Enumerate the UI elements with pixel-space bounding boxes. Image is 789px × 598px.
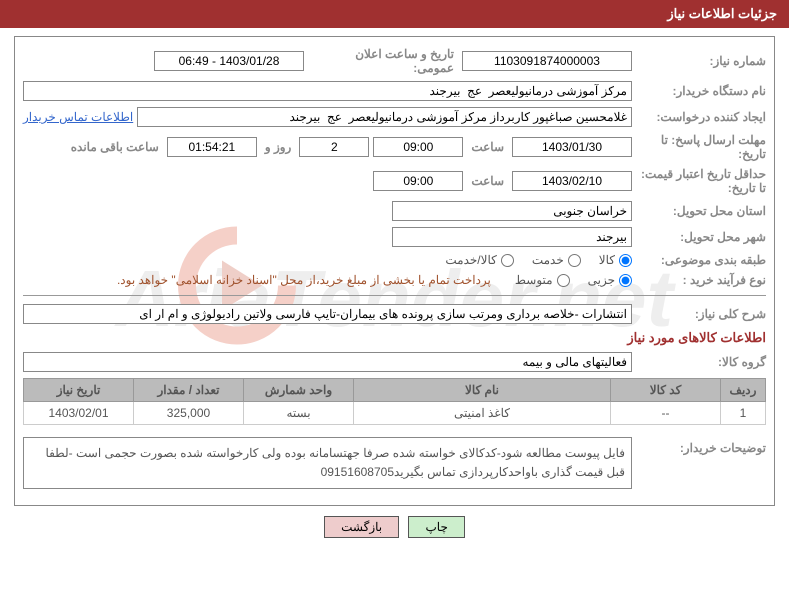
items-table: ردیف کد کالا نام کالا واحد شمارش تعداد /… bbox=[23, 378, 766, 425]
hour-label-1: ساعت bbox=[467, 140, 508, 154]
details-section: شماره نیاز: تاریخ و ساعت اعلان عمومی: نا… bbox=[14, 36, 775, 506]
radio-medium-label: متوسط bbox=[515, 273, 553, 287]
radio-gs-label: کالا/خدمت bbox=[445, 253, 496, 267]
min-validity-date-input[interactable] bbox=[512, 171, 632, 191]
th-name: نام کالا bbox=[354, 379, 611, 402]
process-type-label: نوع فرآیند خرید : bbox=[636, 273, 766, 287]
payment-note: پرداخت تمام یا بخشی از مبلغ خرید،از محل … bbox=[117, 273, 491, 287]
radio-partial[interactable]: جزیی bbox=[588, 273, 632, 287]
td-date: 1403/02/01 bbox=[24, 402, 134, 425]
th-qty: تعداد / مقدار bbox=[134, 379, 244, 402]
process-type-group: جزیی متوسط bbox=[515, 273, 632, 287]
td-code: -- bbox=[611, 402, 721, 425]
radio-gs-input[interactable] bbox=[501, 254, 514, 267]
button-row: چاپ بازگشت bbox=[14, 516, 775, 538]
radio-goods-label: کالا bbox=[599, 253, 615, 267]
td-unit: بسته bbox=[244, 402, 354, 425]
buyer-contact-link[interactable]: اطلاعات تماس خریدار bbox=[23, 110, 133, 124]
panel-header: جزئیات اطلاعات نیاز bbox=[0, 0, 789, 28]
days-suffix: روز و bbox=[261, 140, 296, 154]
overall-desc-label: شرح کلی نیاز: bbox=[636, 307, 766, 321]
table-header-row: ردیف کد کالا نام کالا واحد شمارش تعداد /… bbox=[24, 379, 766, 402]
city-label: شهر محل تحویل: bbox=[636, 230, 766, 244]
province-label: استان محل تحویل: bbox=[636, 204, 766, 218]
td-name: کاغذ امنیتی bbox=[354, 402, 611, 425]
radio-goods-input[interactable] bbox=[619, 254, 632, 267]
buyer-org-input[interactable] bbox=[23, 81, 632, 101]
panel-title: جزئیات اطلاعات نیاز bbox=[667, 6, 777, 21]
buyer-notes-label: توضیحات خریدار: bbox=[636, 431, 766, 455]
th-row: ردیف bbox=[721, 379, 766, 402]
radio-partial-label: جزیی bbox=[588, 273, 615, 287]
request-no-input[interactable] bbox=[462, 51, 632, 71]
province-input[interactable] bbox=[392, 201, 632, 221]
city-input[interactable] bbox=[392, 227, 632, 247]
countdown-input[interactable] bbox=[167, 137, 257, 157]
subject-class-label: طبقه بندی موضوعی: bbox=[636, 253, 766, 267]
items-info-title: اطلاعات کالاهای مورد نیاز bbox=[23, 330, 766, 346]
item-group-input[interactable] bbox=[23, 352, 632, 372]
radio-medium-input[interactable] bbox=[557, 274, 570, 287]
back-button[interactable]: بازگشت bbox=[324, 516, 399, 538]
radio-service-label: خدمت bbox=[532, 253, 564, 267]
requester-label: ایجاد کننده درخواست: bbox=[636, 110, 766, 124]
divider-1 bbox=[23, 295, 766, 296]
announce-dt-input[interactable] bbox=[154, 51, 304, 71]
remain-label: ساعت باقی مانده bbox=[67, 140, 163, 154]
min-validity-time-input[interactable] bbox=[373, 171, 463, 191]
th-code: کد کالا bbox=[611, 379, 721, 402]
reply-due-date-input[interactable] bbox=[512, 137, 632, 157]
th-unit: واحد شمارش bbox=[244, 379, 354, 402]
reply-due-time-input[interactable] bbox=[373, 137, 463, 157]
min-validity-label: حداقل تاریخ اعتبار قیمت: تا تاریخ: bbox=[636, 167, 766, 195]
item-group-label: گروه کالا: bbox=[636, 355, 766, 369]
radio-goods-service[interactable]: کالا/خدمت bbox=[445, 253, 513, 267]
td-row: 1 bbox=[721, 402, 766, 425]
radio-medium[interactable]: متوسط bbox=[515, 273, 570, 287]
radio-service-input[interactable] bbox=[568, 254, 581, 267]
announce-dt-label: تاریخ و ساعت اعلان عمومی: bbox=[308, 47, 458, 75]
radio-goods[interactable]: کالا bbox=[599, 253, 632, 267]
hour-label-2: ساعت bbox=[467, 174, 508, 188]
td-qty: 325,000 bbox=[134, 402, 244, 425]
overall-desc-input[interactable] bbox=[23, 304, 632, 324]
radio-service[interactable]: خدمت bbox=[532, 253, 581, 267]
th-date: تاریخ نیاز bbox=[24, 379, 134, 402]
print-button[interactable]: چاپ bbox=[408, 516, 464, 538]
radio-partial-input[interactable] bbox=[619, 274, 632, 287]
days-count-input[interactable] bbox=[299, 137, 369, 157]
buyer-org-label: نام دستگاه خریدار: bbox=[636, 84, 766, 98]
requester-input[interactable] bbox=[137, 107, 632, 127]
request-no-label: شماره نیاز: bbox=[636, 54, 766, 68]
table-row: 1 -- کاغذ امنیتی بسته 325,000 1403/02/01 bbox=[24, 402, 766, 425]
subject-class-group: کالا خدمت کالا/خدمت bbox=[445, 253, 632, 267]
buyer-notes-box: فایل پیوست مطالعه شود-کدکالای خواسته شده… bbox=[23, 437, 632, 489]
reply-due-label: مهلت ارسال پاسخ: تا تاریخ: bbox=[636, 133, 766, 161]
